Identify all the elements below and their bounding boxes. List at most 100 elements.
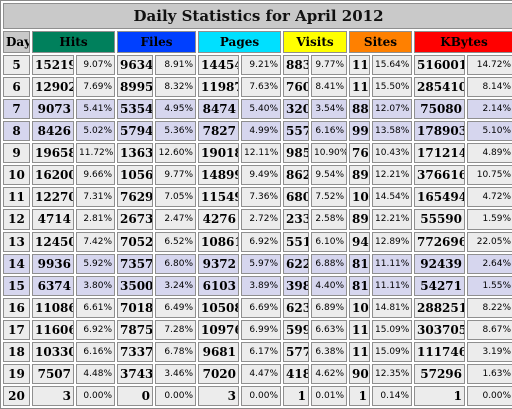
pages-value: 10861: [198, 232, 239, 252]
files-percent: 2.47%: [155, 209, 196, 229]
table-row: 12 4714 2.81% 2673 2.47% 4276 2.72% 233 2.58% 89 1…: [3, 209, 512, 229]
kbytes-percent: 1.59%: [467, 209, 512, 229]
files-percent: 5.36%: [155, 121, 196, 141]
pages-value: 8474: [198, 99, 239, 119]
day-cell: 17: [3, 320, 30, 340]
hits-value: 9073: [32, 99, 74, 119]
table-row: 16 11086 6.61% 7018 6.49% 10508 6.69% 623 6.89% 1…: [3, 298, 512, 318]
header-pages: Pages: [198, 31, 281, 53]
visits-percent: 9.54%: [311, 165, 347, 185]
hits-percent: 5.92%: [76, 254, 115, 274]
sites-percent: 12.07%: [372, 99, 412, 119]
pages-percent: 7.63%: [241, 77, 281, 97]
day-cell: 19: [3, 364, 30, 384]
kbytes-percent: 4.72%: [467, 187, 512, 207]
kbytes-percent: 8.22%: [467, 298, 512, 318]
table-row: 18 10330 6.16% 7337 6.78% 9681 6.17% 577 6.38% 11…: [3, 342, 512, 362]
hits-value: 15219: [32, 55, 74, 75]
files-percent: 7.05%: [155, 187, 196, 207]
sites-value: 110: [349, 342, 370, 362]
kbytes-value: 772696: [414, 232, 465, 252]
table-row: 20 3 0.00% 0 0.00% 3 0.00% 1 0.01% 1 0.14% 1 0.00%: [3, 386, 512, 406]
visits-value: 1: [283, 386, 309, 406]
visits-value: 418: [283, 364, 309, 384]
sites-value: 89: [349, 165, 370, 185]
visits-value: 398: [283, 276, 309, 296]
files-value: 7357: [117, 254, 153, 274]
kbytes-percent: 5.10%: [467, 121, 512, 141]
sites-value: 113: [349, 77, 370, 97]
hits-value: 6374: [32, 276, 74, 296]
pages-percent: 5.40%: [241, 99, 281, 119]
pages-percent: 4.47%: [241, 364, 281, 384]
kbytes-percent: 2.14%: [467, 99, 512, 119]
kbytes-percent: 8.67%: [467, 320, 512, 340]
kbytes-percent: 4.89%: [467, 143, 512, 163]
header-hits: Hits: [32, 31, 115, 53]
files-value: 7018: [117, 298, 153, 318]
visits-value: 551: [283, 232, 309, 252]
day-cell: 9: [3, 143, 30, 163]
table-body: 5 15219 9.07% 9634 8.91% 14454 9.21% 883 9.77% 11…: [3, 55, 512, 406]
hits-percent: 6.92%: [76, 320, 115, 340]
table-title: Daily Statistics for April 2012: [3, 3, 512, 29]
table-row: 8 8426 5.02% 5794 5.36% 7827 4.99% 557 6.16% 99 13…: [3, 121, 512, 141]
hits-percent: 6.16%: [76, 342, 115, 362]
table-row: 10162009.66%105659.77%148999.49%8629.54%…: [3, 165, 512, 185]
files-value: 5354: [117, 99, 153, 119]
kbytes-value: 75080: [414, 99, 465, 119]
files-value: 3743: [117, 364, 153, 384]
pages-percent: 5.97%: [241, 254, 281, 274]
visits-value: 862: [283, 165, 309, 185]
hits-percent: 9.66%: [76, 165, 115, 185]
kbytes-percent: 10.75%: [467, 165, 512, 185]
sites-percent: 15.09%: [372, 342, 412, 362]
hits-value: 11086: [32, 298, 74, 318]
table-row: 17 11606 6.92% 7875 7.28% 10976 6.99% 599 6.63% 1…: [3, 320, 512, 340]
files-value: 2673: [117, 209, 153, 229]
day-cell: 20: [3, 386, 30, 406]
sites-percent: 10.43%: [372, 143, 412, 163]
hits-value: 11606: [32, 320, 74, 340]
hits-percent: 3.80%: [76, 276, 115, 296]
kbytes-value: 303705: [414, 320, 465, 340]
hits-percent: 4.48%: [76, 364, 115, 384]
visits-percent: 6.63%: [311, 320, 347, 340]
hits-value: 4714: [32, 209, 74, 229]
files-value: 7052: [117, 232, 153, 252]
visits-percent: 6.10%: [311, 232, 347, 252]
kbytes-percent: 3.19%: [467, 342, 512, 362]
pages-value: 19018: [198, 143, 239, 163]
pages-percent: 7.36%: [241, 187, 281, 207]
files-value: 7875: [117, 320, 153, 340]
sites-value: 88: [349, 99, 370, 119]
hits-value: 8426: [32, 121, 74, 141]
day-cell: 18: [3, 342, 30, 362]
kbytes-value: 57296: [414, 364, 465, 384]
hits-percent: 5.41%: [76, 99, 115, 119]
day-cell: 8: [3, 121, 30, 141]
pages-percent: 0.00%: [241, 386, 281, 406]
kbytes-percent: 2.64%: [467, 254, 512, 274]
pages-value: 14899: [198, 165, 239, 185]
table-row: 19 7507 4.48% 3743 3.46% 7020 4.47% 418 4.62% 90 1…: [3, 364, 512, 384]
visits-value: 577: [283, 342, 309, 362]
visits-value: 883: [283, 55, 309, 75]
pages-percent: 2.72%: [241, 209, 281, 229]
kbytes-value: 165494: [414, 187, 465, 207]
files-value: 13633: [117, 143, 153, 163]
kbytes-percent: 0.00%: [467, 386, 512, 406]
sites-percent: 14.54%: [372, 187, 412, 207]
sites-percent: 15.64%: [372, 55, 412, 75]
pages-percent: 9.49%: [241, 165, 281, 185]
hits-percent: 0.00%: [76, 386, 115, 406]
day-cell: 13: [3, 232, 30, 252]
files-percent: 6.80%: [155, 254, 196, 274]
pages-percent: 6.99%: [241, 320, 281, 340]
visits-percent: 10.90%: [311, 143, 347, 163]
sites-value: 99: [349, 121, 370, 141]
kbytes-value: 92439: [414, 254, 465, 274]
kbytes-value: 111746: [414, 342, 465, 362]
files-percent: 4.95%: [155, 99, 196, 119]
